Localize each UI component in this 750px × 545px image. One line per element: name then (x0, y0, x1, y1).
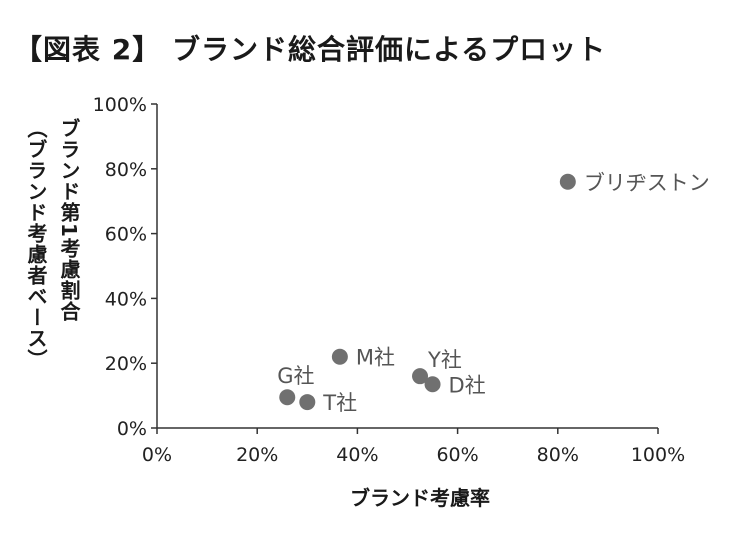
data-point (412, 368, 429, 385)
x-tick-label: 60% (436, 444, 478, 466)
x-tick-label: 100% (631, 444, 685, 466)
data-point (424, 376, 441, 393)
data-point (299, 394, 316, 411)
y-tick-label: 100% (93, 94, 147, 116)
y-tick-label: 0% (117, 418, 147, 440)
x-tick-label: 80% (537, 444, 579, 466)
y-tick-label: 20% (105, 353, 147, 375)
y-tick-label: 40% (105, 288, 147, 310)
y-axis-label-line-1: ブランド第1考慮割合 (57, 118, 81, 322)
x-tick-label: 20% (236, 444, 278, 466)
chart-title: 【図表 2】 ブランド総合評価によるプロット (14, 33, 607, 66)
x-tick-label: 40% (336, 444, 378, 466)
data-point-label: T社 (322, 391, 357, 415)
x-axis-label: ブランド考慮率 (350, 486, 490, 510)
y-axis-label-line-2: （ブランド考慮者ベース） (24, 118, 48, 370)
data-point-label: M社 (356, 346, 395, 370)
y-tick-label: 60% (105, 224, 147, 246)
y-axis-label: ブランド第1考慮割合 （ブランド考慮者ベース） (22, 118, 84, 370)
x-tick-label: 0% (142, 444, 172, 466)
data-point-label: Y社 (427, 348, 462, 372)
data-point-label: ブリヂストン (584, 171, 710, 195)
data-point-label: D社 (449, 373, 486, 397)
data-point-label: G社 (277, 364, 314, 388)
data-point (331, 348, 348, 365)
y-tick-label: 80% (105, 159, 147, 181)
data-point (279, 389, 296, 406)
data-point (559, 173, 576, 190)
